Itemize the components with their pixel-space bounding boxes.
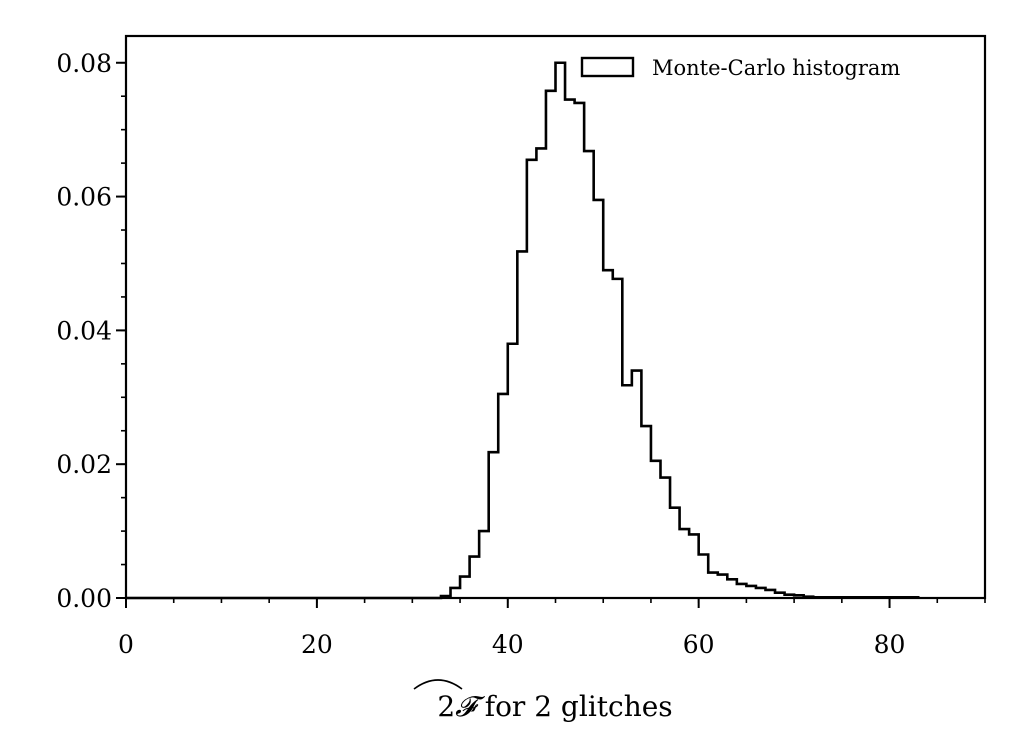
x-axis-label: 2𝓕 for 2 glitches: [413, 679, 673, 723]
x-tick-label: 20: [301, 630, 333, 659]
x-tick-label: 60: [683, 630, 715, 659]
histogram-step-line: [126, 61, 920, 600]
x-axis-label-suffix: for 2 glitches: [476, 690, 673, 723]
legend-swatch: [580, 56, 635, 78]
x-tick-label: 80: [874, 630, 906, 659]
x-tick-label: 0: [118, 630, 134, 659]
x-axis-label-number: 2: [437, 690, 455, 723]
axis-ticks: 0 20 40 60 80 0.00 0.02 0.04 0.06 0.08: [56, 49, 986, 659]
y-tick-label: 0.02: [56, 450, 112, 479]
y-tick-label: 0.06: [56, 183, 112, 212]
legend-label: Monte-Carlo histogram: [652, 56, 900, 80]
y-tick-label: 0.08: [56, 49, 112, 78]
x-axis-label-text: 2𝓕 for 2 glitches: [437, 690, 672, 723]
y-tick-label: 0.00: [56, 584, 112, 613]
x-axis-label-hat: [413, 679, 463, 690]
y-tick-label: 0.04: [56, 316, 112, 345]
x-tick-label: 40: [492, 630, 524, 659]
legend: Monte-Carlo histogram: [580, 56, 900, 80]
